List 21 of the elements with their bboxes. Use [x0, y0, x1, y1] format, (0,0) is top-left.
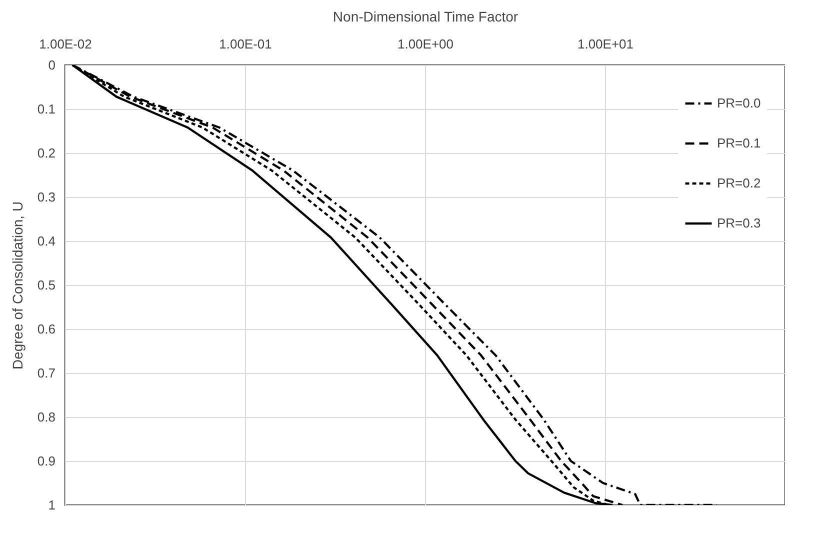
legend-label: PR=0.2: [717, 176, 761, 190]
x-tick-label: 1.00E+01: [577, 36, 634, 52]
legend-label: PR=0.1: [717, 136, 761, 150]
x-tick-label: 1.00E+00: [397, 36, 454, 52]
y-tick-label: 0.4: [37, 234, 56, 248]
y-tick-label: 0.6: [37, 322, 56, 336]
y-tick-label: 0.3: [37, 190, 56, 204]
legend-label: PR=0.3: [717, 216, 761, 230]
legend-label: PR=0.0: [717, 96, 761, 110]
y-tick-label: 0.8: [37, 410, 56, 424]
y-axis-title: Degree of Consolidation, U: [9, 201, 26, 370]
y-tick-label: 0.9: [37, 454, 56, 468]
x-axis-title: Non-Dimensional Time Factor: [332, 8, 518, 24]
y-tick-label: 0.2: [37, 146, 56, 160]
x-tick-label: 1.00E-02: [39, 36, 92, 52]
y-tick-label: 1: [48, 498, 56, 512]
y-tick-label: 0.1: [37, 102, 56, 116]
y-tick-label: 0.7: [37, 366, 56, 380]
x-tick-label: 1.00E-01: [219, 36, 272, 52]
y-tick-label: 0: [48, 58, 56, 72]
y-tick-label: 0.5: [37, 278, 56, 292]
